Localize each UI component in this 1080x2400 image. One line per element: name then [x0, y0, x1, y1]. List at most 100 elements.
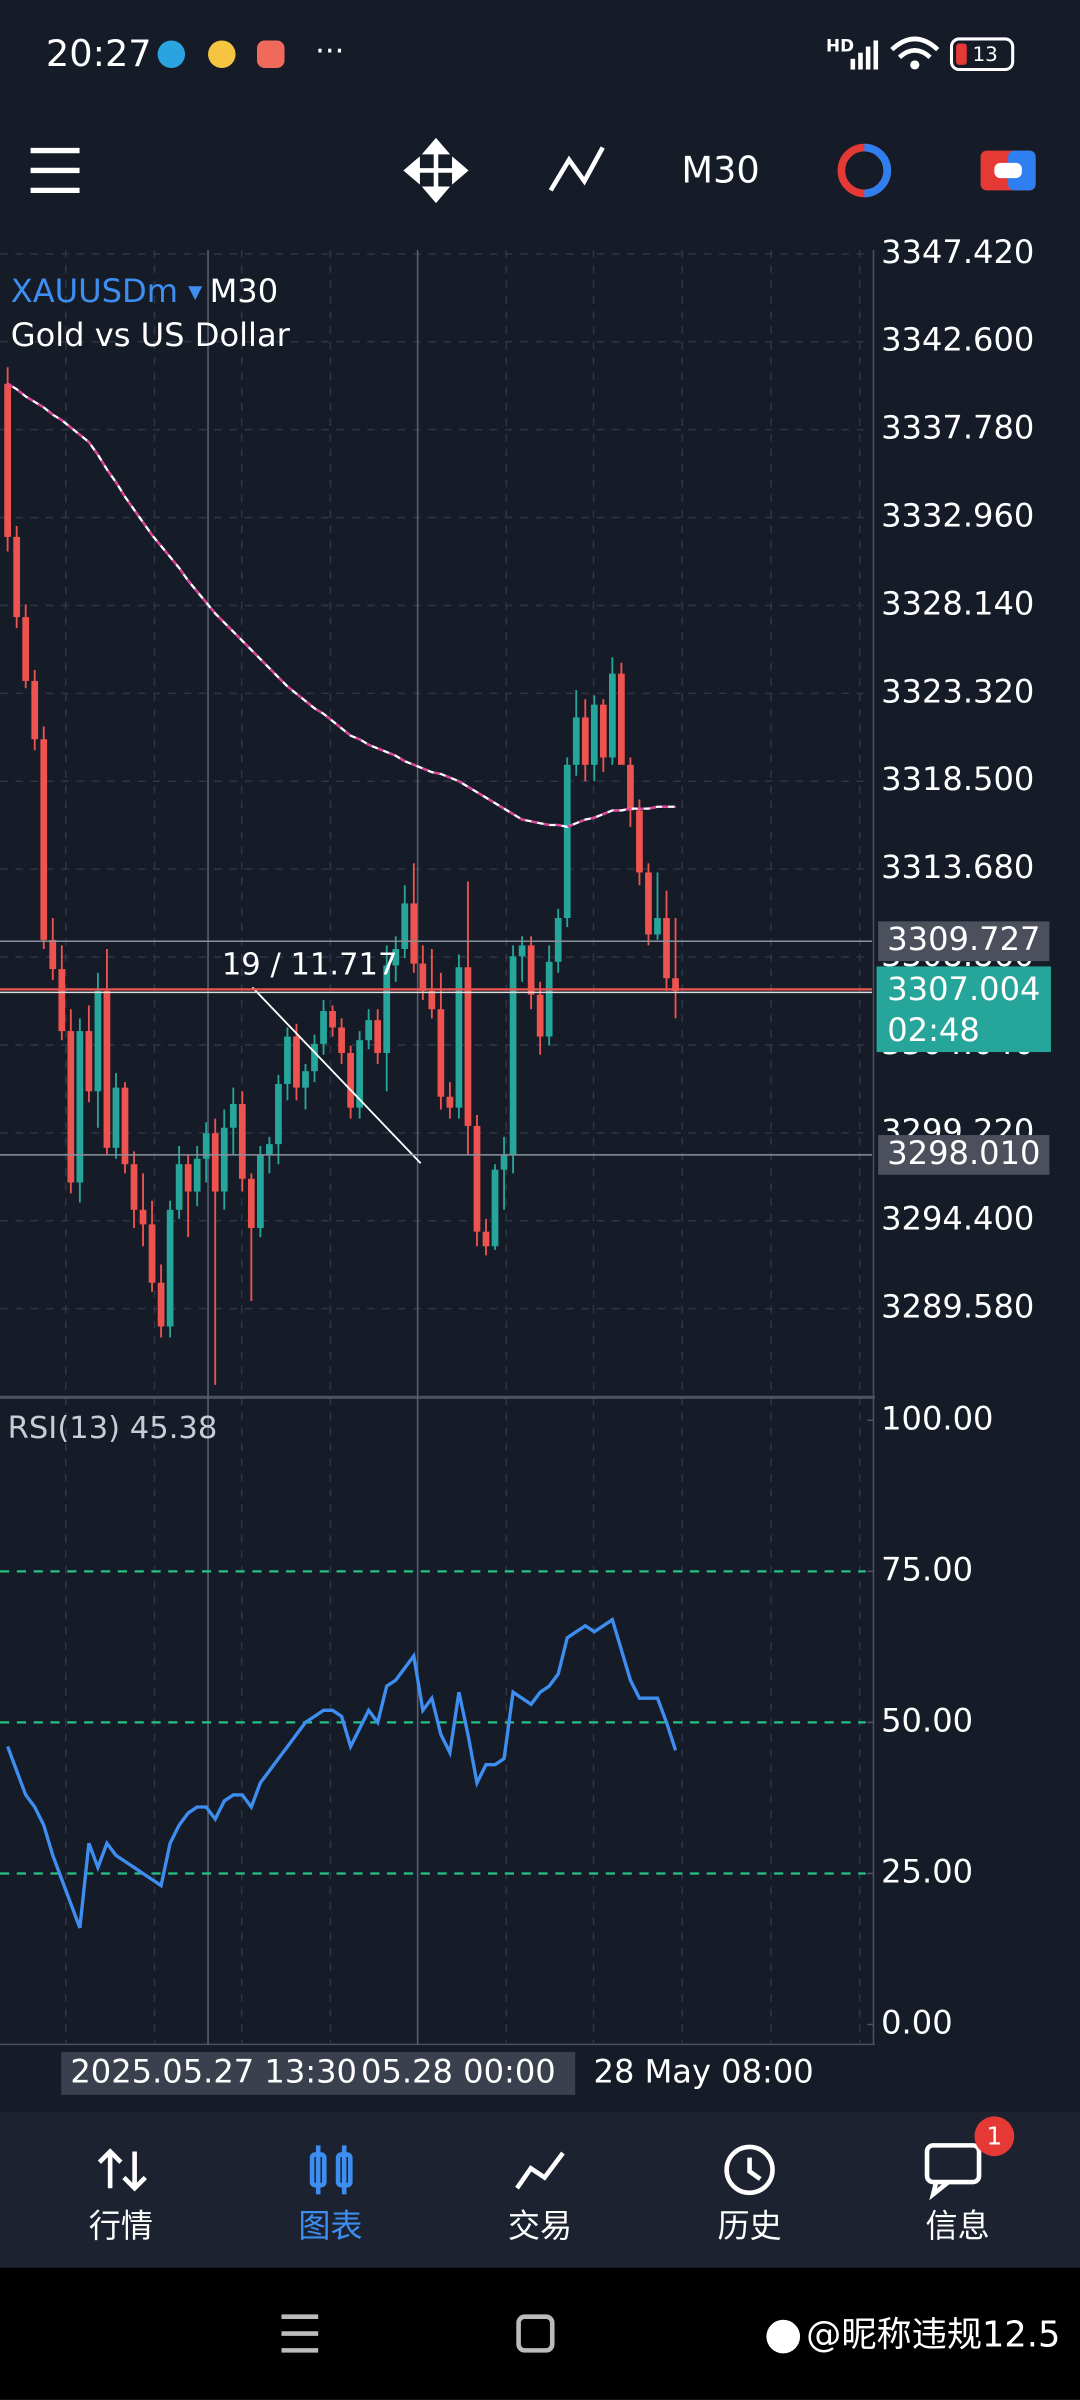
home-button[interactable]	[516, 2314, 555, 2353]
rsi-tick-label: 75.00	[881, 1550, 973, 1588]
nav-item[interactable]: 图表	[298, 2145, 363, 2245]
nav-label: 行情	[89, 2207, 153, 2245]
y-tick-label: 3332.960	[881, 497, 1034, 535]
y-tick-label: 3323.320	[881, 672, 1034, 710]
candle-body	[356, 1040, 364, 1108]
candle-body	[94, 990, 102, 1092]
timeframe-button[interactable]: M30	[681, 149, 759, 192]
candle-body	[581, 717, 589, 765]
candle-body	[338, 1027, 345, 1053]
candle-body	[410, 903, 418, 964]
candle-body	[121, 1087, 129, 1165]
candle-body	[256, 1155, 264, 1229]
candle-body	[103, 990, 111, 1148]
price-line-label: 3309.727	[887, 920, 1040, 958]
watermark-icon	[766, 2319, 801, 2354]
candle-body	[608, 673, 616, 758]
hd-label: HD	[826, 36, 854, 56]
nav-item[interactable]: 交易	[508, 2151, 572, 2245]
nav-label: 交易	[508, 2207, 572, 2245]
current-price: 3307.004	[887, 970, 1040, 1008]
candle-body	[157, 1282, 165, 1327]
candle-body	[473, 1125, 481, 1232]
x-label: 28 May 08:00	[594, 2052, 814, 2090]
crosshair-text: 19 / 11.717	[222, 947, 398, 982]
x-label: 05.28 00:00	[361, 2052, 556, 2090]
nav-item[interactable]: 历史	[717, 2144, 782, 2245]
candle-body	[67, 1031, 75, 1183]
trade-button	[994, 162, 1022, 179]
wifi-icon	[890, 36, 940, 60]
nav-icon	[315, 2145, 347, 2195]
rsi-tick-label: 50.00	[881, 1701, 973, 1739]
rsi-line	[6, 1617, 678, 1929]
price-line-box	[878, 1135, 1050, 1175]
trade-button	[1008, 150, 1036, 191]
badge	[974, 2116, 1015, 2157]
y-tick-label: 3337.780	[881, 409, 1034, 447]
app-icon	[157, 40, 186, 68]
candle-body	[545, 961, 553, 1037]
candle-body	[365, 1020, 373, 1041]
candle-body	[293, 1036, 300, 1088]
app-icon	[208, 40, 236, 68]
nav-label: 信息	[926, 2207, 990, 2245]
candle-body	[554, 918, 562, 962]
candle-body	[58, 969, 66, 1032]
candle-body	[636, 810, 643, 873]
rsi-tick-label: 0.00	[881, 2004, 953, 2042]
candle-body	[266, 1144, 273, 1156]
candle-body	[329, 1011, 336, 1028]
chart-timeframe: M30	[210, 272, 279, 310]
app-icon	[256, 40, 285, 68]
system-bar	[0, 2267, 1080, 2400]
candle-body	[645, 872, 652, 935]
nav-label: 图表	[298, 2207, 362, 2245]
x-label: 2025.05.27 13:30	[70, 2052, 357, 2090]
nav-bar	[0, 2111, 1080, 2268]
candle-body	[482, 1231, 490, 1247]
nav-item[interactable]: 信息 1	[924, 2116, 1015, 2245]
candle-body	[166, 1209, 174, 1327]
candle-body	[85, 1031, 93, 1092]
y-tick-label: 3313.680	[881, 848, 1034, 886]
price-line-label: 3298.010	[887, 1134, 1040, 1172]
candle-body	[220, 1127, 228, 1192]
candle-body	[347, 1052, 354, 1108]
watermark: @昵称违规12.5	[806, 2315, 1060, 2356]
menu-button[interactable]	[30, 147, 80, 194]
y-tick-label: 3328.140	[881, 584, 1034, 622]
chart-pane: 3347.420 3342.600 3337.780 3332.960 3328.140…	[0, 233, 1051, 2046]
candle-body	[518, 945, 526, 957]
candle-body	[31, 680, 39, 740]
candle-body	[437, 1009, 445, 1097]
candle-body	[40, 739, 48, 940]
candle-body	[175, 1164, 183, 1210]
countdown: 02:48	[887, 1011, 980, 1049]
indicator-button[interactable]	[548, 146, 605, 192]
candle-body	[374, 1020, 382, 1053]
candle-body	[130, 1164, 138, 1210]
more-dots: ···	[315, 34, 344, 69]
symbol[interactable]: XAUUSDm	[11, 272, 178, 310]
candle-body	[247, 1178, 255, 1229]
candle-body	[13, 536, 21, 618]
y-tick-label: 3342.600	[881, 321, 1034, 359]
candle-body	[654, 918, 661, 935]
candle-body	[599, 704, 607, 758]
recent-button[interactable]	[281, 2314, 319, 2353]
candle-body	[148, 1224, 156, 1283]
candle-body	[284, 1036, 291, 1084]
move-button[interactable]	[403, 137, 469, 204]
candle-body	[536, 994, 544, 1037]
nav-label: 历史	[717, 2207, 781, 2245]
candle-body	[590, 704, 598, 765]
nav-icon	[747, 2157, 762, 2181]
candle-body	[320, 1011, 327, 1044]
candle-body	[76, 1031, 84, 1183]
candle-body	[392, 949, 400, 966]
nav-item[interactable]: 行情	[89, 2148, 153, 2245]
candle-body	[193, 1158, 201, 1192]
candle-body	[112, 1087, 120, 1148]
